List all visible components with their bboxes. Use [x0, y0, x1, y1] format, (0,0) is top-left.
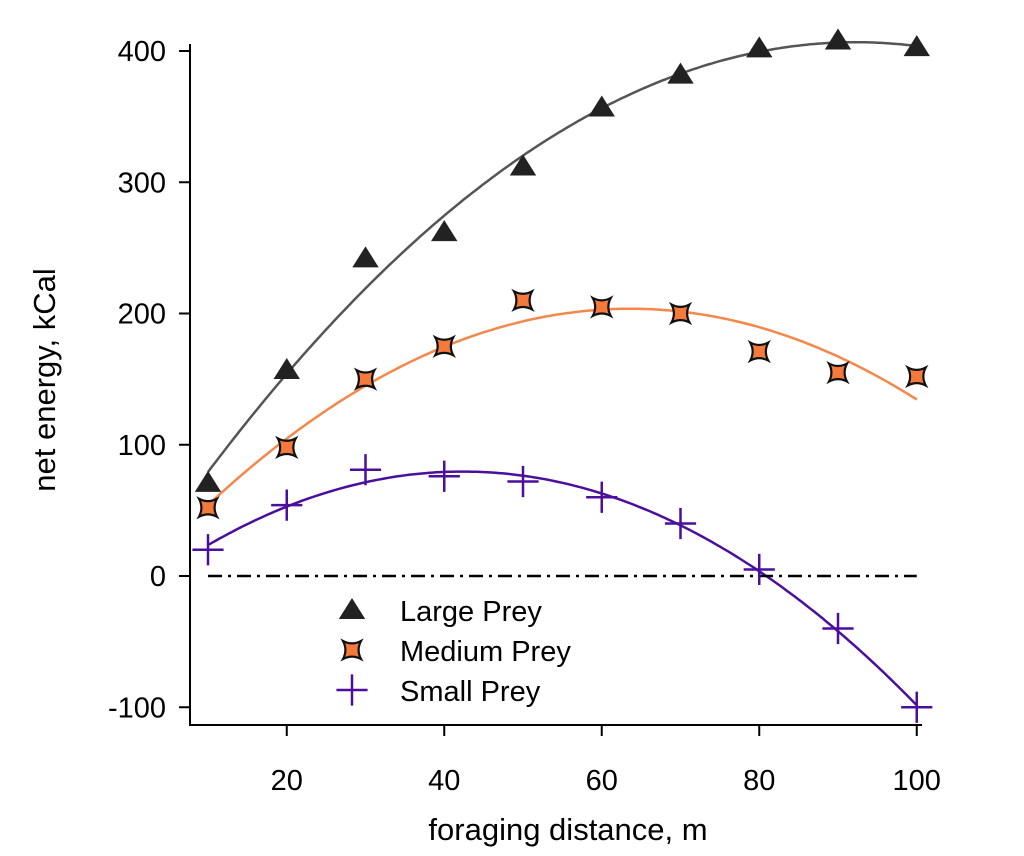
concave-square-marker: [196, 496, 220, 520]
legend-label: Medium Prey: [400, 636, 571, 668]
concave-square-marker: [511, 288, 535, 313]
series-small-prey: [192, 454, 933, 723]
plus-marker: [349, 454, 382, 486]
triangle-marker: [509, 154, 537, 176]
y-tick-label: -100: [108, 692, 166, 724]
plus-marker: [507, 465, 539, 498]
plus-marker: [586, 481, 618, 513]
fit-line-medium-prey: [207, 307, 918, 507]
concave-square-marker: [340, 638, 364, 662]
triangle-marker: [903, 35, 930, 57]
triangle-marker: [431, 220, 458, 242]
x-tick-label: 80: [743, 765, 775, 797]
legend: Large Prey Medium Prey Small Prey: [336, 596, 571, 708]
triangle-marker: [746, 36, 773, 58]
series-medium-prey: [196, 288, 929, 520]
triangle-marker: [338, 598, 366, 619]
concave-square-marker: [668, 301, 693, 326]
concave-square-marker: [432, 334, 456, 358]
y-tick-label: 400: [118, 36, 166, 68]
plus-marker: [336, 674, 368, 706]
x-axis-label: foraging distance, m: [428, 812, 707, 847]
y-tick-label: 200: [118, 299, 166, 331]
y-axis-label: net energy, kCal: [27, 268, 62, 491]
plus-marker: [743, 553, 775, 586]
fit-line-small-prey: [207, 470, 918, 707]
fit-line-large-prey: [207, 40, 917, 473]
triangle-marker: [824, 28, 852, 50]
plus-marker: [271, 489, 303, 521]
concave-square-marker: [275, 435, 299, 460]
plus-marker: [192, 534, 224, 566]
concave-square-marker: [905, 364, 929, 389]
y-ticks: -100 0 100 200 300 400: [108, 36, 190, 724]
x-tick-label: 100: [893, 765, 941, 797]
concave-square-marker: [353, 367, 378, 391]
y-tick-label: 100: [118, 430, 166, 462]
legend-label: Large Prey: [400, 596, 542, 628]
series-large-prey: [194, 28, 930, 492]
y-tick-label: 300: [118, 167, 166, 199]
triangle-marker: [588, 95, 615, 117]
concave-square-marker: [747, 339, 771, 364]
plus-marker: [822, 612, 854, 645]
plus-marker: [664, 507, 697, 540]
data-points: [192, 28, 933, 723]
plus-marker: [428, 460, 460, 492]
fit-lines: [207, 40, 918, 707]
concave-square-marker: [826, 360, 850, 385]
y-tick-label: 0: [150, 561, 166, 593]
triangle-marker: [352, 246, 379, 268]
triangle-marker: [273, 357, 300, 379]
triangle-marker: [667, 62, 694, 84]
legend-label: Small Prey: [400, 676, 541, 708]
x-ticks: 20 40 60 80 100: [271, 725, 941, 797]
x-tick-label: 20: [271, 765, 303, 797]
triangle-marker: [194, 470, 222, 492]
x-tick-label: 40: [428, 765, 460, 797]
plus-marker: [901, 691, 933, 723]
x-tick-label: 60: [586, 765, 618, 797]
concave-square-marker: [590, 295, 614, 319]
